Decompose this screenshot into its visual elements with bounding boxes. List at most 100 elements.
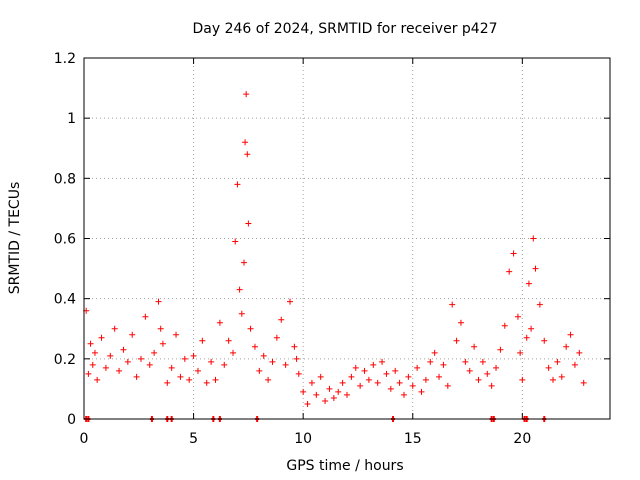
- y-axis-label: SRMTID / TECUs: [7, 182, 23, 295]
- data-point: [422, 376, 429, 383]
- data-point: [245, 220, 252, 227]
- data-point: [225, 337, 232, 344]
- data-point: [405, 373, 412, 380]
- data-point: [232, 238, 239, 245]
- data-point: [216, 319, 223, 326]
- data-point: [493, 364, 500, 371]
- data-point: [234, 181, 241, 188]
- y-tick-label: 0.8: [54, 171, 76, 187]
- data-point: [326, 385, 333, 392]
- y-tick-label: 0.2: [54, 352, 76, 368]
- data-point: [300, 388, 307, 395]
- data-point: [348, 373, 355, 380]
- data-point: [181, 355, 188, 362]
- data-point: [287, 298, 294, 305]
- data-point: [240, 259, 247, 266]
- data-point: [536, 301, 543, 308]
- data-point: [133, 373, 140, 380]
- data-point: [190, 352, 197, 359]
- data-point: [444, 382, 451, 389]
- y-axis-ticks: 0 0.2 0.4 0.6 0.8 1 1.2: [54, 51, 610, 428]
- data-point: [545, 364, 552, 371]
- data-point: [488, 382, 495, 389]
- x-axis-label: GPS time / hours: [286, 458, 403, 474]
- data-point: [98, 334, 105, 341]
- data-point: [571, 361, 578, 368]
- data-point: [554, 358, 561, 365]
- data-point: [519, 376, 526, 383]
- data-point: [251, 343, 258, 350]
- x-tick-label: 15: [404, 431, 422, 447]
- data-point: [212, 376, 219, 383]
- data-point: [418, 388, 425, 395]
- data-point: [168, 364, 175, 371]
- data-point: [457, 319, 464, 326]
- data-point: [317, 373, 324, 380]
- data-point: [304, 400, 311, 407]
- data-point: [107, 352, 114, 359]
- data-point: [501, 322, 508, 329]
- y-tick-label: 0.4: [54, 292, 76, 308]
- data-point: [396, 379, 403, 386]
- data-point: [436, 373, 443, 380]
- data-point: [567, 331, 574, 338]
- data-point: [177, 373, 184, 380]
- chart-title: Day 246 of 2024, SRMTID for receiver p42…: [192, 21, 497, 37]
- x-tick-label: 5: [189, 431, 198, 447]
- data-point: [256, 367, 263, 374]
- data-point: [116, 367, 123, 374]
- data-point: [124, 358, 131, 365]
- data-point: [497, 346, 504, 353]
- data-point: [453, 337, 460, 344]
- data-point: [510, 250, 517, 257]
- data-point: [379, 358, 386, 365]
- x-tick-label: 0: [80, 431, 89, 447]
- data-point: [282, 361, 289, 368]
- data-point: [164, 379, 171, 386]
- data-point: [91, 349, 98, 356]
- data-point: [199, 337, 206, 344]
- data-point: [173, 331, 180, 338]
- data-point: [427, 358, 434, 365]
- data-point: [558, 373, 565, 380]
- data-point: [230, 349, 237, 356]
- data-point: [244, 151, 251, 158]
- data-point: [365, 376, 372, 383]
- data-point: [352, 364, 359, 371]
- data-point: [330, 394, 337, 401]
- data-point: [530, 235, 537, 242]
- data-point: [157, 325, 164, 332]
- data-point: [186, 376, 193, 383]
- x-tick-label: 20: [513, 431, 531, 447]
- data-point: [400, 391, 407, 398]
- data-point: [260, 352, 267, 359]
- data-point: [247, 325, 254, 332]
- data-point: [580, 379, 587, 386]
- data-point: [120, 346, 127, 353]
- data-point: [94, 376, 101, 383]
- data-point: [293, 355, 300, 362]
- data-point: [308, 379, 315, 386]
- data-point: [203, 379, 210, 386]
- data-point: [236, 286, 243, 293]
- data-point: [370, 361, 377, 368]
- data-point: [322, 397, 329, 404]
- data-point: [409, 382, 416, 389]
- data-point: [576, 349, 583, 356]
- data-point: [475, 376, 482, 383]
- data-point: [383, 370, 390, 377]
- data-point: [523, 334, 530, 341]
- data-point: [392, 367, 399, 374]
- data-point: [221, 361, 228, 368]
- data-point: [313, 391, 320, 398]
- data-point: [506, 268, 513, 275]
- data-point: [449, 301, 456, 308]
- data-point: [159, 340, 166, 347]
- data-point: [414, 364, 421, 371]
- data-series-srmtid: [83, 91, 587, 407]
- data-point: [151, 349, 158, 356]
- data-point: [87, 340, 94, 347]
- data-point: [431, 349, 438, 356]
